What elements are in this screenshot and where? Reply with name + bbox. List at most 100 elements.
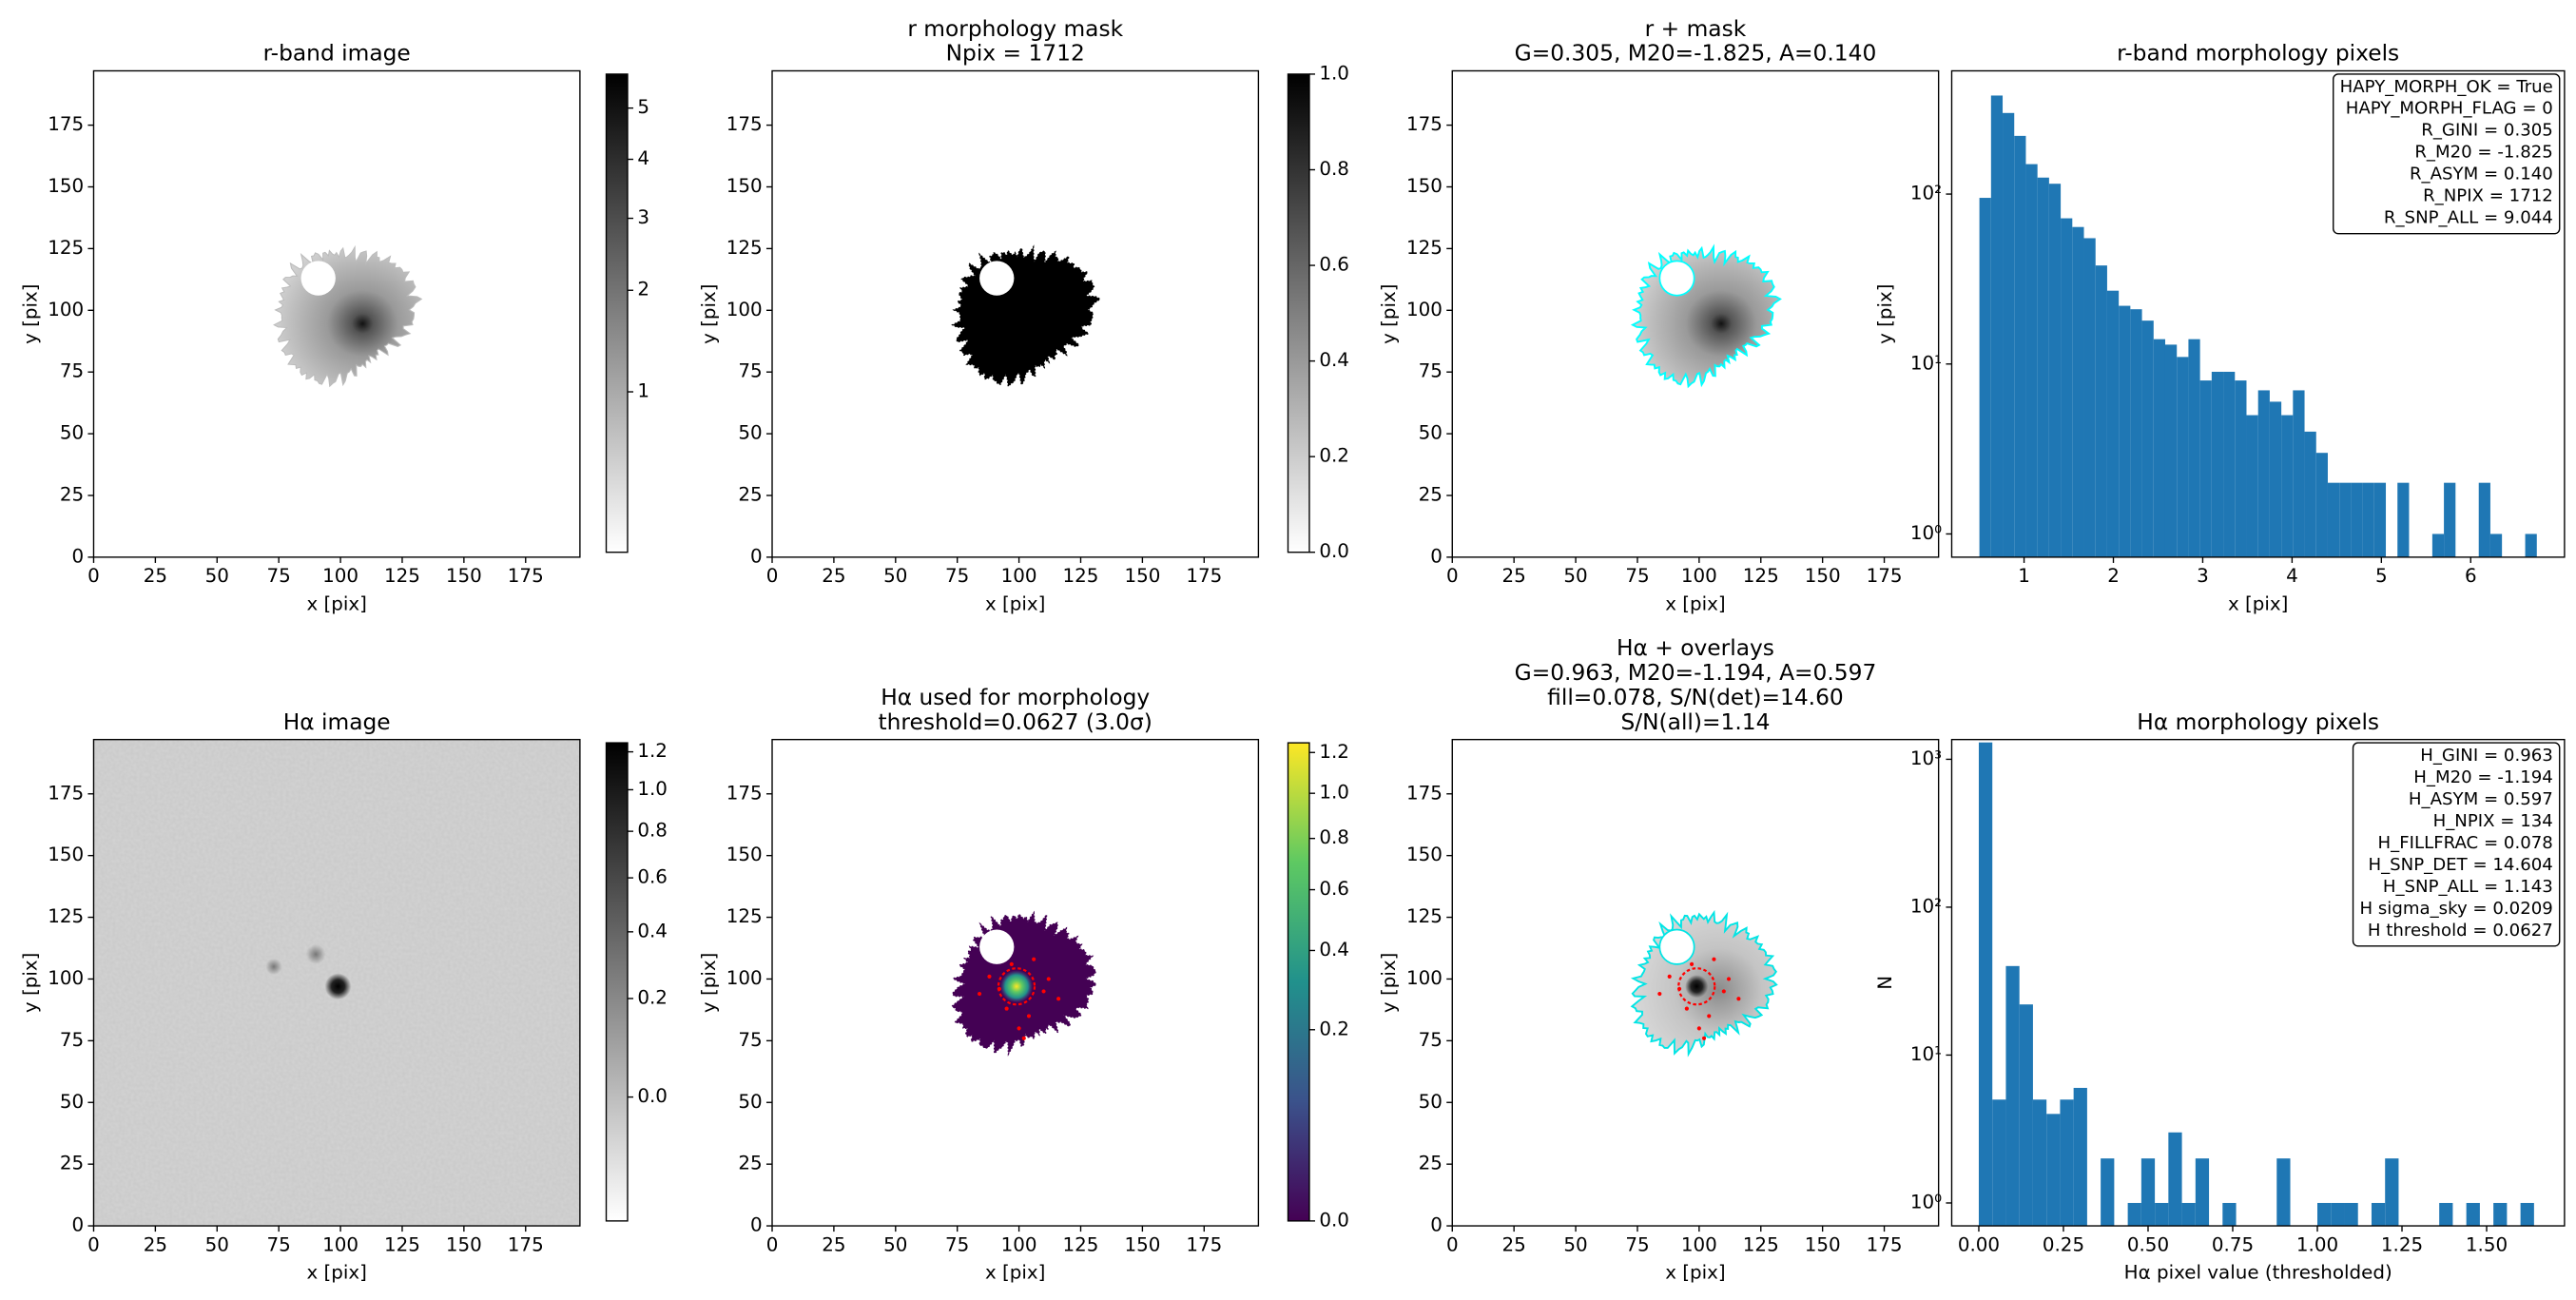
histogram-bar xyxy=(2223,371,2236,557)
x-tick-label: 175 xyxy=(508,565,544,587)
histogram-bar xyxy=(2493,1202,2508,1227)
y-tick-label: 125 xyxy=(1406,905,1443,927)
x-tick-label: 100 xyxy=(322,565,358,587)
x-tick-label: 6 xyxy=(2465,565,2477,587)
axes-frame xyxy=(771,738,1260,1227)
red-pixel xyxy=(977,991,982,997)
histogram-bar xyxy=(2032,1099,2047,1227)
histogram-bar xyxy=(2153,339,2165,557)
histogram-bar xyxy=(2005,965,2020,1227)
red-pixel xyxy=(1041,989,1046,994)
histogram-bar xyxy=(2181,1202,2196,1227)
histogram-bar xyxy=(2317,1202,2332,1227)
red-pixel xyxy=(1009,961,1014,966)
histogram-bar xyxy=(2385,1158,2399,1227)
y-tick-label: 150 xyxy=(726,175,763,197)
y-axis-label: y [pix] xyxy=(698,283,720,343)
histogram-bar xyxy=(2276,1158,2291,1227)
galaxy xyxy=(1630,243,1782,389)
x-tick-label: 4 xyxy=(2286,565,2298,587)
colorbar-tick-label: 0.2 xyxy=(637,986,668,1008)
red-pixel xyxy=(1004,1006,1009,1011)
red-pixel xyxy=(997,986,1001,991)
y-tick-label: 50 xyxy=(738,1091,762,1113)
x-tick-label: 175 xyxy=(1867,565,1903,587)
y-tick-label: 0 xyxy=(1430,1214,1443,1236)
panel-title: r + mask xyxy=(1645,16,1747,42)
panel: r-band morphology pixels 1 2 3 4 5 6 10⁰ 10¹ 10² x… xyxy=(1874,41,2566,614)
histogram-bar xyxy=(1992,1099,2006,1227)
y-tick-label: 50 xyxy=(1419,422,1443,444)
histogram-bar xyxy=(2188,339,2200,557)
red-pixel xyxy=(1032,957,1036,961)
colorbar-tick-label: 0.4 xyxy=(1319,349,1349,371)
histogram-bar xyxy=(2141,320,2154,557)
colorbar-tick-label: 1.0 xyxy=(1319,62,1349,84)
red-pixel xyxy=(1689,961,1695,966)
colorbar-tick-label: 0.8 xyxy=(1319,826,1349,848)
y-tick-label: 0 xyxy=(750,1214,763,1236)
colorbar-tick-label: 1.2 xyxy=(1319,741,1349,763)
panel: Hα morphology pixels 0.00 0.25 0.50 0.75 1.00… xyxy=(1874,709,2566,1284)
x-tick-label: 1.25 xyxy=(2381,1233,2423,1255)
histogram-bar xyxy=(2489,534,2503,557)
colorbar-tick-label: 0.8 xyxy=(1319,158,1349,180)
histogram-bar xyxy=(2397,482,2410,557)
y-tick-label: 150 xyxy=(48,175,84,197)
y-axis-label: y [pix] xyxy=(19,953,41,1013)
mask-hole xyxy=(300,261,336,296)
red-pixel xyxy=(1721,989,1726,994)
x-tick-label: 50 xyxy=(1563,1233,1587,1255)
colorbar-tick-label: 1.2 xyxy=(637,740,668,762)
y-tick-label: 175 xyxy=(48,113,84,135)
histogram-bar xyxy=(2046,1114,2061,1227)
histogram-bar xyxy=(2444,482,2456,557)
x-tick-label: 1 xyxy=(2018,565,2030,587)
panel-title: Hα image xyxy=(283,709,391,735)
x-tick-label: 0.50 xyxy=(2127,1233,2169,1255)
x-tick-label: 175 xyxy=(1186,1233,1222,1255)
x-tick-label: 150 xyxy=(1805,1233,1841,1255)
x-tick-label: 2 xyxy=(2107,565,2120,587)
y-tick-label: 100 xyxy=(726,967,763,989)
x-tick-label: 125 xyxy=(384,565,420,587)
y-tick-label: 25 xyxy=(60,483,84,505)
histogram-bar xyxy=(2327,482,2340,557)
y-tick-label: 10² xyxy=(1910,895,1942,917)
colorbar-tick-label: 1.0 xyxy=(1319,782,1349,804)
histogram-bar xyxy=(2060,1099,2074,1227)
colorbar-tick-label: 0.0 xyxy=(1319,1209,1349,1231)
histogram-bar xyxy=(2339,482,2352,557)
histogram-bar xyxy=(2061,218,2073,557)
panel-title: S/N(all)=1.14 xyxy=(1620,709,1770,735)
stats-line: R_M20 = -1.825 xyxy=(2414,143,2553,163)
x-tick-label: 0 xyxy=(1446,565,1459,587)
y-tick-label: 175 xyxy=(1406,782,1443,804)
red-pixel xyxy=(1736,997,1741,1001)
y-tick-label: 75 xyxy=(738,360,762,382)
x-tick-label: 0.75 xyxy=(2212,1233,2254,1255)
red-pixel xyxy=(987,974,992,979)
x-tick-label: 0.00 xyxy=(1958,1233,2000,1255)
histogram-bar xyxy=(2106,290,2120,557)
y-tick-label: 50 xyxy=(60,1091,84,1113)
x-tick-label: 100 xyxy=(1001,1233,1037,1255)
red-pixel xyxy=(1046,977,1051,981)
bright-source xyxy=(1685,975,1709,999)
axes-frame xyxy=(92,738,581,1227)
red-pixel xyxy=(1696,1026,1701,1031)
histogram-bar xyxy=(2014,135,2026,557)
y-tick-label: 25 xyxy=(1419,483,1443,505)
histogram-bar xyxy=(2439,1202,2453,1227)
red-pixel xyxy=(1026,1014,1032,1019)
y-tick-label: 125 xyxy=(48,905,84,927)
red-pixel xyxy=(1726,977,1732,981)
stats-line: H_M20 = -1.194 xyxy=(2413,767,2553,787)
red-pixel xyxy=(1667,974,1672,979)
histogram-bar xyxy=(2520,1202,2534,1227)
y-tick-label: 100 xyxy=(48,967,84,989)
red-pixel xyxy=(1056,997,1061,1001)
red-pixel xyxy=(1017,1026,1021,1031)
histogram-bar xyxy=(2073,1087,2087,1227)
